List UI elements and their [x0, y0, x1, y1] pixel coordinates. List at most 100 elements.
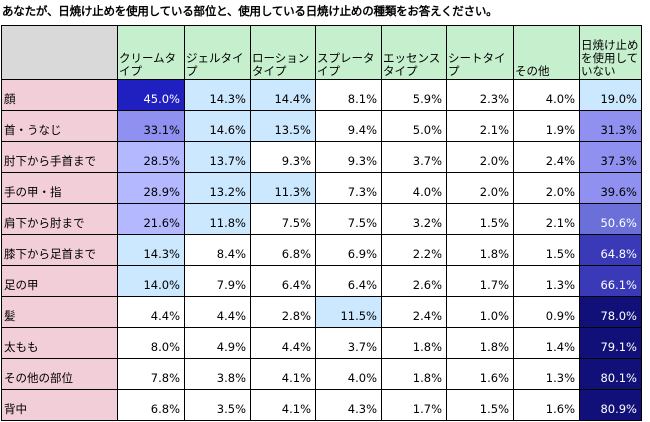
row-label: 足の甲: [1, 265, 118, 297]
value-cell: 2.0%: [446, 141, 514, 173]
table-row: 背中 6.8% 3.5% 4.1% 4.3% 1.7% 1.5% 1.6% 80.9%: [1, 389, 642, 421]
value-cell: 14.3%: [117, 234, 185, 266]
value-cell: 1.8%: [446, 327, 514, 359]
value-cell: 6.4%: [315, 265, 382, 297]
column-header: シートタイプ: [446, 25, 514, 80]
value-cell: 1.4%: [513, 327, 580, 359]
row-label: 膝下から足首まで: [1, 234, 118, 266]
value-cell: 3.7%: [381, 141, 447, 173]
value-cell: 14.3%: [184, 79, 251, 111]
value-cell: 13.2%: [184, 172, 251, 204]
table-row: 手の甲・指 28.9% 13.2% 11.3% 7.3% 4.0% 2.0% 2.0% 39.6…: [1, 172, 642, 204]
value-cell: 4.4%: [184, 296, 251, 328]
value-cell: 13.5%: [250, 110, 316, 142]
value-cell: 2.1%: [446, 110, 514, 142]
row-label: その他の部位: [1, 358, 118, 390]
value-cell: 8.1%: [315, 79, 382, 111]
value-cell: 2.0%: [513, 172, 580, 204]
value-cell: 2.4%: [381, 296, 447, 328]
column-header: クリームタイプ: [117, 25, 185, 80]
value-cell: 2.1%: [513, 203, 580, 235]
value-cell: 1.9%: [513, 110, 580, 142]
value-cell: 4.1%: [250, 358, 316, 390]
value-cell: 80.1%: [579, 358, 642, 390]
value-cell: 2.8%: [250, 296, 316, 328]
value-cell: 9.3%: [250, 141, 316, 173]
value-cell: 7.5%: [315, 203, 382, 235]
value-cell: 7.5%: [250, 203, 316, 235]
table-row: 顔 45.0% 14.3% 14.4% 8.1% 5.9% 2.3% 4.0% 19.0%: [1, 79, 642, 111]
value-cell: 28.9%: [117, 172, 185, 204]
value-cell: 11.5%: [315, 296, 382, 328]
value-cell: 45.0%: [117, 79, 185, 111]
value-cell: 1.8%: [381, 358, 447, 390]
table-row: 膝下から足首まで 14.3% 8.4% 6.8% 6.9% 2.2% 1.8% 1.5% 64.…: [1, 234, 642, 266]
value-cell: 1.8%: [446, 234, 514, 266]
value-cell: 2.0%: [446, 172, 514, 204]
value-cell: 11.3%: [250, 172, 316, 204]
value-cell: 3.5%: [184, 389, 251, 421]
table-row: 足の甲 14.0% 7.9% 6.4% 6.4% 2.6% 1.7% 1.3% 66.1%: [1, 265, 642, 297]
value-cell: 66.1%: [579, 265, 642, 297]
value-cell: 1.5%: [446, 203, 514, 235]
value-cell: 6.8%: [250, 234, 316, 266]
value-cell: 1.8%: [381, 327, 447, 359]
value-cell: 1.7%: [381, 389, 447, 421]
value-cell: 2.6%: [381, 265, 447, 297]
value-cell: 3.8%: [184, 358, 251, 390]
row-label: 肩下から肘まで: [1, 203, 118, 235]
value-cell: 14.0%: [117, 265, 185, 297]
value-cell: 33.1%: [117, 110, 185, 142]
value-cell: 1.0%: [446, 296, 514, 328]
value-cell: 1.5%: [513, 234, 580, 266]
column-header: その他: [513, 25, 580, 80]
heatmap-body: 顔 45.0% 14.3% 14.4% 8.1% 5.9% 2.3% 4.0% 19.0% 首・う…: [1, 79, 642, 421]
value-cell: 11.8%: [184, 203, 251, 235]
table-row: 首・うなじ 33.1% 14.6% 13.5% 9.4% 5.0% 2.1% 1.9% 31.3…: [1, 110, 642, 142]
value-cell: 78.0%: [579, 296, 642, 328]
column-header: 日焼け止めを使用していない: [579, 25, 642, 80]
value-cell: 6.4%: [250, 265, 316, 297]
value-cell: 4.0%: [513, 79, 580, 111]
value-cell: 39.6%: [579, 172, 642, 204]
value-cell: 4.9%: [184, 327, 251, 359]
row-label: 首・うなじ: [1, 110, 118, 142]
value-cell: 79.1%: [579, 327, 642, 359]
column-header: ジェルタイプ: [184, 25, 251, 80]
value-cell: 9.3%: [315, 141, 382, 173]
value-cell: 4.4%: [117, 296, 185, 328]
value-cell: 8.4%: [184, 234, 251, 266]
value-cell: 3.7%: [315, 327, 382, 359]
value-cell: 13.7%: [184, 141, 251, 173]
value-cell: 1.7%: [446, 265, 514, 297]
value-cell: 4.4%: [250, 327, 316, 359]
row-label: 手の甲・指: [1, 172, 118, 204]
value-cell: 6.8%: [117, 389, 185, 421]
corner-cell: [1, 25, 118, 80]
value-cell: 4.3%: [315, 389, 382, 421]
value-cell: 0.9%: [513, 296, 580, 328]
value-cell: 3.2%: [381, 203, 447, 235]
row-label: 背中: [1, 389, 118, 421]
value-cell: 28.5%: [117, 141, 185, 173]
value-cell: 1.6%: [513, 389, 580, 421]
value-cell: 1.3%: [513, 265, 580, 297]
value-cell: 4.0%: [381, 172, 447, 204]
value-cell: 7.9%: [184, 265, 251, 297]
row-label: 髪: [1, 296, 118, 328]
row-label: 肘下から手首まで: [1, 141, 118, 173]
table-row: 肩下から肘まで 21.6% 11.8% 7.5% 7.5% 3.2% 1.5% 2.1% 50.…: [1, 203, 642, 235]
value-cell: 9.4%: [315, 110, 382, 142]
value-cell: 14.4%: [250, 79, 316, 111]
value-cell: 5.9%: [381, 79, 447, 111]
value-cell: 4.0%: [315, 358, 382, 390]
value-cell: 19.0%: [579, 79, 642, 111]
value-cell: 2.3%: [446, 79, 514, 111]
table-row: その他の部位 7.8% 3.8% 4.1% 4.0% 1.8% 1.6% 1.3% 80.1%: [1, 358, 642, 390]
column-header: ローションタイプ: [250, 25, 316, 80]
value-cell: 64.8%: [579, 234, 642, 266]
table-row: 肘下から手首まで 28.5% 13.7% 9.3% 9.3% 3.7% 2.0% 2.4% 37…: [1, 141, 642, 173]
table-row: 太もも 8.0% 4.9% 4.4% 3.7% 1.8% 1.8% 1.4% 79.1%: [1, 327, 642, 359]
table-row: 髪 4.4% 4.4% 2.8% 11.5% 2.4% 1.0% 0.9% 78.0%: [1, 296, 642, 328]
value-cell: 37.3%: [579, 141, 642, 173]
